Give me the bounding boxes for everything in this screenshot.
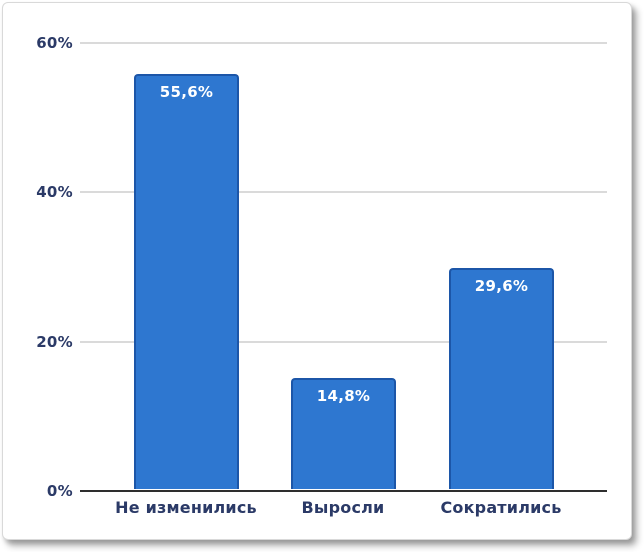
y-tick-60: 60% — [36, 34, 73, 52]
bar-unchanged: 55,6% — [134, 74, 239, 489]
chart-card: 60% 40% 20% 0% 55,6% 14,8% 29,6% Не изме… — [2, 2, 632, 540]
bar-chart: 60% 40% 20% 0% 55,6% 14,8% 29,6% Не изме… — [3, 3, 631, 539]
bar-grew: 14,8% — [291, 378, 396, 489]
bar-value-label: 29,6% — [474, 277, 529, 295]
y-tick-20: 20% — [36, 333, 73, 351]
bar-decreased: 29,6% — [449, 268, 554, 489]
bar-value-label: 14,8% — [316, 387, 371, 405]
y-tick-40: 40% — [36, 183, 73, 201]
x-axis-label-unchanged: Не изменились — [115, 498, 257, 517]
x-axis-label-decreased: Сократились — [440, 498, 562, 517]
bar-value-label: 55,6% — [159, 83, 214, 101]
gridline-20 — [80, 341, 607, 343]
y-tick-0: 0% — [46, 482, 73, 500]
x-axis-label-grew: Выросли — [301, 498, 385, 517]
gridline-40 — [80, 191, 607, 193]
gridline-60 — [80, 42, 607, 44]
x-axis-line — [80, 490, 607, 492]
